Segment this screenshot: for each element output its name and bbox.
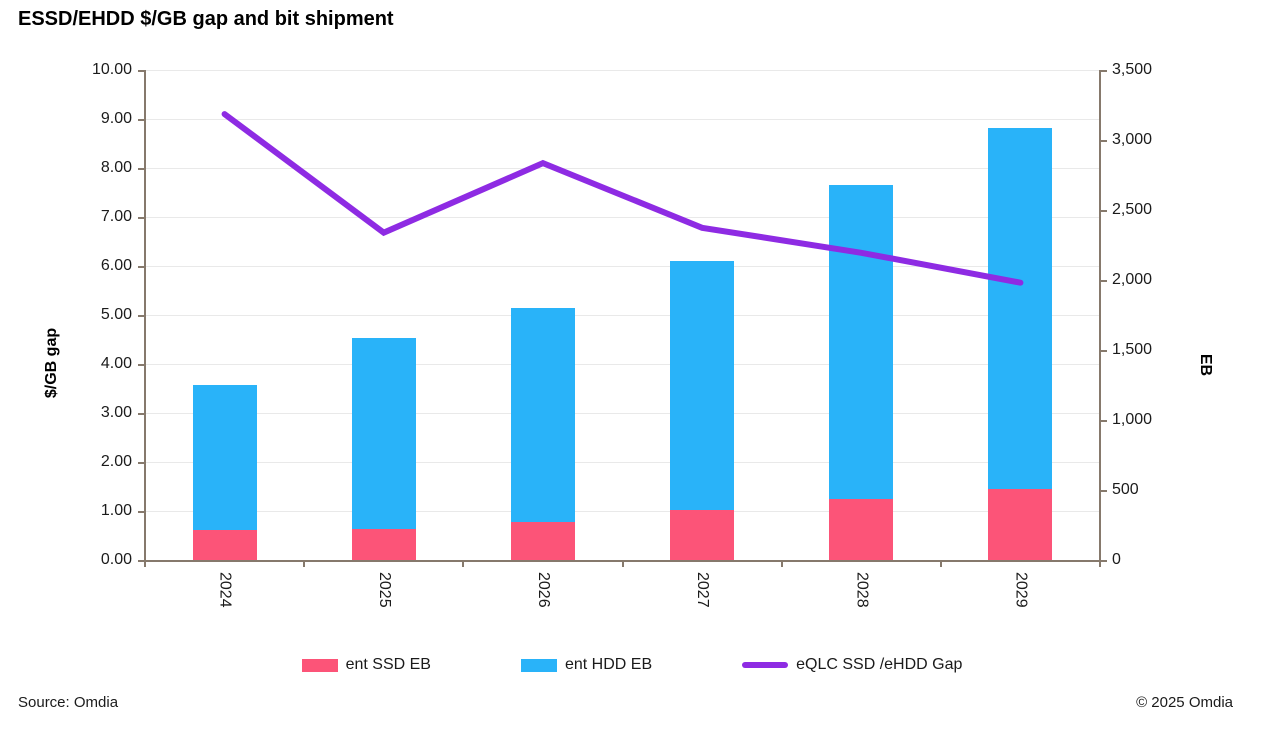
x-tick-label-2029: 2029 [1012,572,1030,608]
left-tick-mark [138,315,145,317]
chart-title: ESSD/EHDD $/GB gap and bit shipment [18,8,394,30]
bar-ssd-2025 [351,528,416,560]
left-tick-mark [138,168,145,170]
hdd-swatch-icon [520,658,557,672]
right-tick-label: 3,000 [1112,131,1153,148]
gridline [145,364,1100,365]
left-axis-title: $/GB gap [43,327,60,399]
gridline [145,462,1100,463]
bar-ssd-2027 [670,510,735,560]
left-tick-label: 3.00 [100,404,132,421]
left-tick-label: 5.00 [100,306,132,323]
left-tick-label: 0.00 [100,551,132,568]
gap-line-series [221,111,1024,286]
bar-hdd-2028 [829,184,894,500]
x-tick-mark [144,560,146,567]
right-tick-label: 1,000 [1112,411,1153,428]
x-tick-mark [462,560,465,567]
gridline [145,168,1100,169]
right-tick-mark [1100,280,1107,282]
left-tick-label: 1.00 [100,502,132,519]
x-tick-label-2026: 2026 [534,572,552,608]
legend-item-ssd: ent SSD EB [301,656,431,674]
bar-hdd-2026 [510,308,575,523]
legend-item-hdd: ent HDD EB [520,656,653,674]
right-tick-label: 1,500 [1112,341,1153,358]
gridline [145,413,1100,414]
left-tick-mark [138,119,145,121]
left-tick-label: 6.00 [100,257,132,274]
left-tick-label: 2.00 [100,453,132,470]
x-tick-mark [303,560,306,567]
bar-hdd-2024 [192,385,257,530]
left-tick-mark [138,70,145,72]
right-tick-mark [1100,490,1107,492]
right-tick-mark [1100,560,1107,562]
left-axis-line [144,70,146,562]
gridline [145,266,1100,267]
plot-area [145,70,1100,560]
right-tick-mark [1100,210,1107,212]
right-tick-mark [1100,70,1107,72]
bar-ssd-2029 [988,489,1053,560]
bar-hdd-2025 [351,338,416,529]
left-tick-label: 8.00 [100,159,132,176]
x-tick-label-2025: 2025 [375,572,393,608]
right-tick-label: 2,500 [1112,201,1153,218]
legend: ent SSD EB ent HDD EB eQLC SSD /eHDD Gap [0,656,1264,674]
right-tick-label: 2,000 [1112,271,1153,288]
legend-label-ssd: ent SSD EB [345,656,431,673]
gridline [145,217,1100,218]
right-tick-mark [1100,420,1107,422]
left-tick-label: 4.00 [100,355,132,372]
right-tick-label: 3,500 [1112,61,1153,78]
left-tick-label: 10.00 [91,61,132,78]
legend-label-gap: eQLC SSD /eHDD Gap [796,656,963,673]
gridline [145,119,1100,120]
x-tick-mark [780,560,783,567]
x-tick-mark [939,560,942,567]
copyright-note: © 2025 Omdia [1136,694,1233,711]
gap-line-swatch-icon [742,662,789,668]
bar-hdd-2029 [988,128,1053,490]
left-tick-mark [138,266,145,268]
right-tick-label: 500 [1112,481,1139,498]
bar-hdd-2027 [670,261,735,511]
left-tick-mark [138,364,145,366]
right-tick-mark [1100,140,1107,142]
right-tick-label: 0 [1112,551,1121,568]
x-tick-label-2028: 2028 [853,572,871,608]
x-tick-mark [1099,560,1101,567]
x-tick-mark [621,560,624,567]
legend-item-gap: eQLC SSD /eHDD Gap [742,656,962,674]
right-axis-title: EB [1197,353,1214,377]
legend-label-hdd: ent HDD EB [564,656,653,673]
left-tick-mark [138,560,145,562]
left-tick-mark [138,413,145,415]
source-note: Source: Omdia [18,694,119,711]
left-tick-label: 7.00 [100,208,132,225]
bar-ssd-2028 [829,499,894,560]
left-tick-mark [138,462,145,464]
gridline [145,315,1100,316]
gridline [145,70,1100,71]
right-tick-mark [1100,350,1107,352]
left-tick-label: 9.00 [100,110,132,127]
bar-ssd-2026 [510,522,575,560]
x-tick-label-2024: 2024 [216,572,234,608]
x-tick-label-2027: 2027 [694,572,712,608]
left-tick-mark [138,217,145,219]
right-axis-line [1099,70,1101,562]
bar-ssd-2024 [192,529,257,560]
ssd-swatch-icon [301,658,338,672]
gridline [145,511,1100,512]
left-tick-mark [138,511,145,513]
